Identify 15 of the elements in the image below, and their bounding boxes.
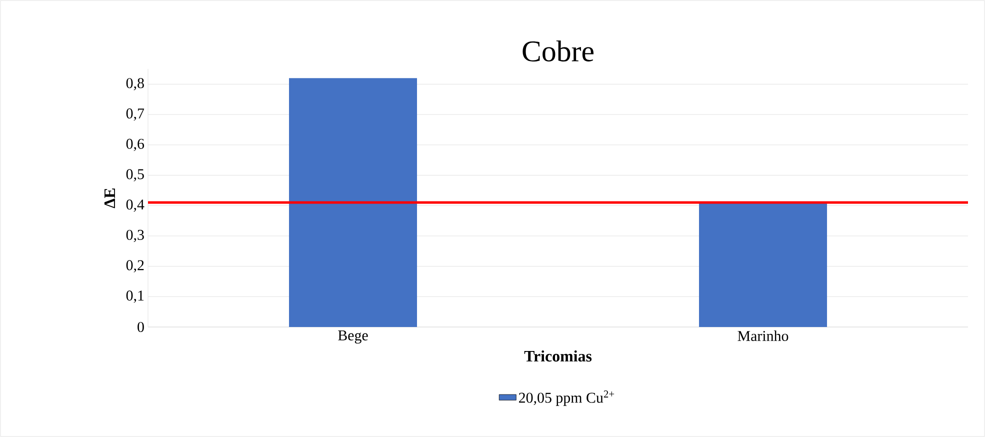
- y-tick-label: 0,5: [126, 169, 144, 182]
- y-tick-label: 0,1: [126, 290, 144, 303]
- y-tick-label: 0,2: [126, 260, 144, 272]
- x-tick-label: Marinho: [738, 330, 788, 342]
- y-tick-label: 0,3: [126, 230, 144, 242]
- y-axis-title: ΔE: [104, 188, 115, 208]
- y-tick-label: 0,6: [126, 138, 144, 151]
- legend-label: 20,05 ppm Cu$^{2+}$: [519, 390, 614, 406]
- y-tick-label: 0,8: [126, 78, 144, 90]
- y-tick-label: 0: [138, 322, 144, 332]
- y-tick-label: 0,7: [126, 108, 144, 121]
- x-tick-label: Bege: [338, 330, 368, 344]
- y-tick-label: 0,4: [126, 199, 144, 212]
- x-axis-title: Tricomias: [524, 350, 592, 362]
- chart-title: Cobre: [522, 40, 594, 62]
